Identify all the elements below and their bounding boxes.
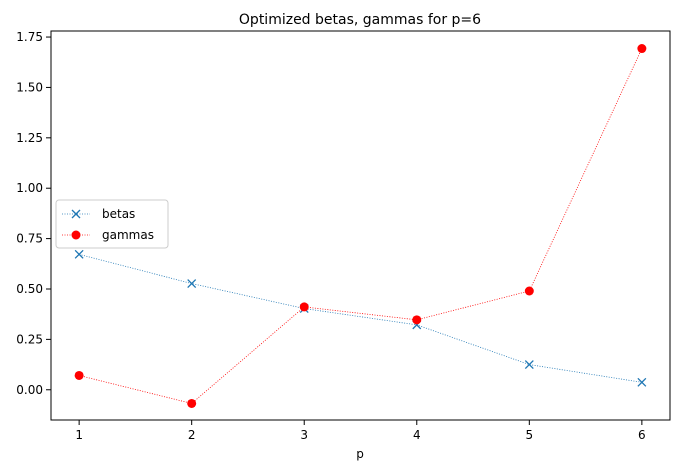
data-point-gammas [524, 286, 534, 296]
data-point-gammas [187, 398, 197, 408]
data-point-gammas [74, 370, 84, 380]
series-line-gammas [79, 48, 643, 404]
data-point-gammas [299, 302, 309, 312]
y-tick-label: 0.50 [16, 282, 43, 296]
x-tick-label: 4 [413, 428, 421, 442]
x-tick-label: 5 [525, 428, 533, 442]
x-axis-label: p [356, 447, 364, 461]
chart-title: Optimized betas, gammas for p=6 [239, 12, 481, 28]
data-point-betas [524, 360, 534, 370]
y-axis: 0.00 0.25 0.50 0.75 1.00 1.25 1.50 1.75 [16, 30, 51, 397]
plot-area [50, 30, 671, 421]
x-tick-label: 2 [188, 428, 196, 442]
data-point-betas [74, 249, 84, 259]
series-betas [74, 249, 647, 387]
data-point-gammas [637, 44, 647, 54]
y-tick-label: 0.75 [16, 232, 43, 246]
y-tick-label: 0.00 [16, 383, 43, 397]
legend-box [55, 199, 169, 249]
legend-item-gammas: gammas [62, 228, 154, 242]
series-layer [74, 44, 647, 408]
legend-marker [71, 230, 81, 240]
legend-item-betas: betas [62, 207, 135, 221]
x-tick-label: 6 [638, 428, 646, 442]
legend-label: betas [102, 207, 135, 221]
y-tick-label: 1.75 [16, 30, 43, 44]
x-axis: 1 2 3 4 5 6 [75, 420, 646, 442]
y-tick-label: 0.25 [16, 332, 43, 346]
data-point-betas [187, 279, 197, 289]
x-tick-label: 3 [300, 428, 308, 442]
data-point-gammas [412, 315, 422, 325]
x-tick-label: 1 [75, 428, 83, 442]
legend-marker [71, 209, 81, 219]
data-point-betas [637, 377, 647, 387]
y-tick-label: 1.25 [16, 131, 43, 145]
series-gammas [74, 44, 647, 408]
y-tick-label: 1.00 [16, 181, 43, 195]
series-line-betas [79, 253, 642, 383]
legend: betas gammas [55, 199, 169, 249]
legend-label: gammas [102, 228, 154, 242]
y-tick-label: 1.50 [16, 80, 43, 94]
